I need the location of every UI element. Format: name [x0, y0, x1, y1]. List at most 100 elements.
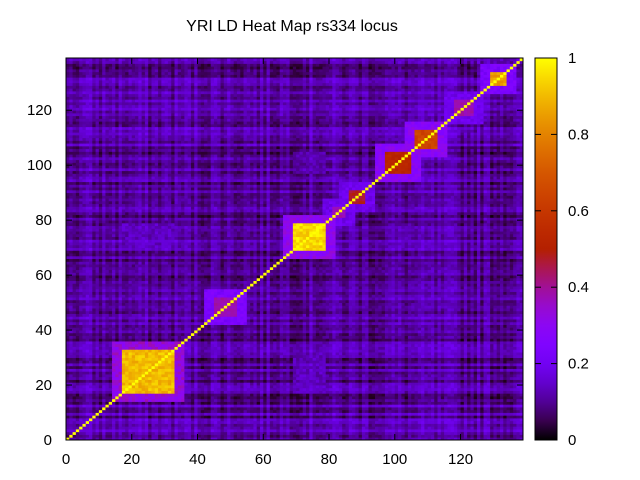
heatmap-cell — [177, 420, 182, 424]
heatmap-cell — [490, 412, 494, 416]
heatmap-cell — [69, 343, 73, 347]
heatmap-cell — [506, 354, 511, 358]
heatmap-cell — [361, 437, 366, 441]
heatmap-cell — [194, 385, 198, 389]
heatmap-cell — [296, 371, 300, 375]
heatmap-cell — [144, 365, 149, 369]
heatmap-cell — [384, 354, 389, 358]
heatmap-cell — [424, 398, 429, 402]
heatmap-cell — [187, 379, 192, 383]
heatmap-cell — [371, 398, 376, 402]
heatmap-cell — [141, 349, 146, 353]
heatmap-cell — [388, 418, 392, 422]
heatmap-cell — [378, 343, 383, 347]
heatmap-cell — [444, 352, 448, 356]
heatmap-cell — [460, 396, 465, 400]
heatmap-cell — [82, 401, 87, 405]
heatmap-cell — [213, 437, 218, 441]
heatmap-cell — [299, 407, 304, 411]
heatmap-cell — [309, 346, 313, 350]
heatmap-cell — [286, 365, 290, 369]
heatmap-cell — [187, 415, 192, 419]
heatmap-cell — [473, 420, 478, 424]
heatmap-cell — [282, 426, 287, 430]
heatmap-cell — [322, 423, 327, 427]
heatmap-cell — [273, 404, 277, 408]
heatmap-cell — [516, 371, 521, 375]
heatmap-cell — [401, 357, 406, 361]
heatmap-cell — [190, 390, 195, 394]
heatmap-cell — [105, 349, 110, 353]
heatmap-cell — [338, 341, 343, 345]
heatmap-cell — [266, 429, 271, 433]
heatmap-cell — [309, 374, 313, 378]
heatmap-cell — [496, 376, 501, 380]
heatmap-cell — [236, 360, 241, 364]
heatmap-cell — [177, 368, 182, 372]
heatmap-cell — [342, 365, 346, 369]
heatmap-cell — [503, 420, 507, 424]
heatmap-cell — [128, 354, 133, 358]
heatmap-cell — [240, 365, 244, 369]
heatmap-cell — [329, 412, 333, 416]
heatmap-cell — [391, 396, 396, 400]
heatmap-cell — [453, 415, 458, 419]
heatmap-cell — [174, 429, 179, 433]
heatmap-cell — [174, 371, 179, 375]
heatmap-cell — [371, 376, 376, 380]
heatmap-cell — [220, 363, 225, 367]
heatmap-cell — [230, 365, 235, 369]
heatmap-cell — [457, 429, 461, 433]
heatmap-cell — [371, 368, 376, 372]
heatmap-cell — [401, 412, 406, 416]
heatmap-cell — [447, 429, 452, 433]
heatmap-cell — [279, 387, 284, 391]
heatmap-cell — [493, 341, 498, 345]
heatmap-cell — [161, 371, 166, 375]
heatmap-cell — [335, 393, 340, 397]
heatmap-cell — [434, 343, 438, 347]
heatmap-cell — [263, 393, 267, 397]
heatmap-cell — [414, 423, 419, 427]
heatmap-cell — [276, 363, 281, 367]
heatmap-cell — [276, 343, 281, 347]
heatmap-cell — [256, 418, 261, 422]
heatmap-cell — [407, 365, 412, 369]
heatmap-cell — [516, 420, 521, 424]
heatmap-cell — [493, 349, 498, 353]
heatmap-cell — [135, 368, 139, 372]
heatmap-cell — [266, 387, 271, 391]
heatmap-cell — [115, 379, 120, 383]
heatmap-cell — [158, 415, 162, 419]
heatmap-cell — [112, 385, 116, 389]
heatmap-cell — [112, 357, 116, 361]
heatmap-cell — [230, 385, 235, 389]
heatmap-cell — [296, 409, 300, 413]
heatmap-cell — [171, 346, 175, 350]
heatmap-cell — [213, 376, 218, 380]
heatmap-cell — [483, 412, 488, 416]
heatmap-cell — [371, 357, 376, 361]
heatmap-cell — [516, 431, 521, 435]
heatmap-cell — [171, 360, 175, 364]
heatmap-cell — [381, 437, 386, 441]
heatmap-cell — [227, 379, 231, 383]
heatmap-cell — [174, 412, 179, 416]
heatmap-cell — [135, 393, 139, 397]
heatmap-cell — [421, 352, 425, 356]
heatmap-cell — [499, 407, 504, 411]
heatmap-cell — [75, 354, 80, 358]
heatmap-cell — [375, 360, 379, 364]
heatmap-cell — [161, 423, 166, 427]
heatmap-cell — [187, 354, 192, 358]
heatmap-cell — [194, 404, 198, 408]
heatmap-cell — [476, 343, 481, 347]
heatmap-cell — [131, 352, 136, 356]
heatmap-cell — [158, 420, 162, 424]
heatmap-cell — [112, 415, 116, 419]
heatmap-cell — [503, 343, 507, 347]
heatmap-cell — [411, 393, 415, 397]
heatmap-cell — [496, 423, 501, 427]
heatmap-cell — [355, 429, 360, 433]
heatmap-cell — [177, 387, 182, 391]
